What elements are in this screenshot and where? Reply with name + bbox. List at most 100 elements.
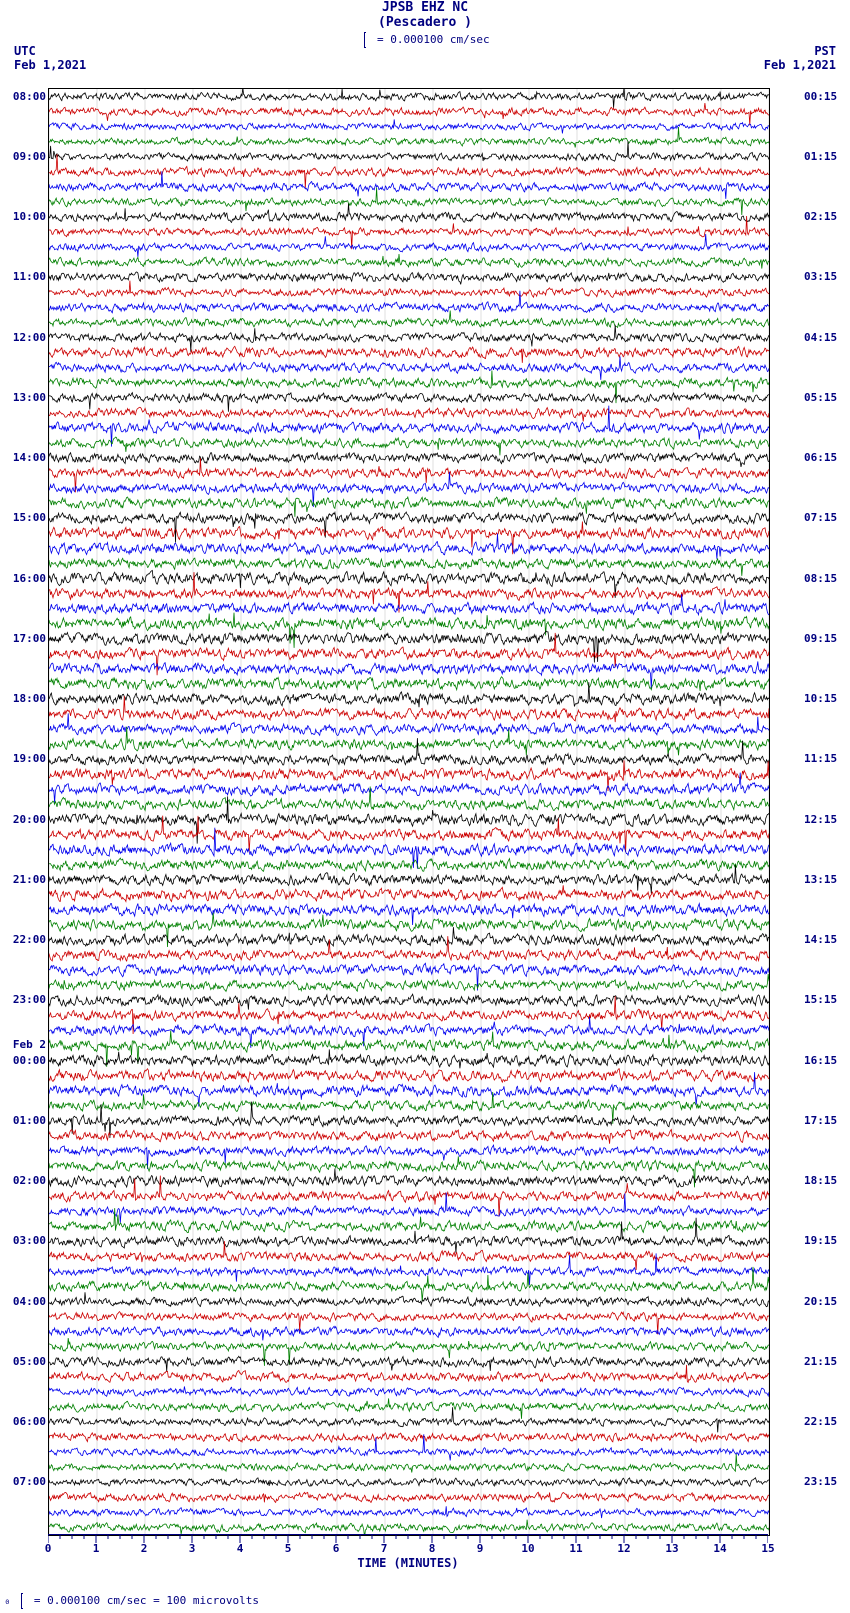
seismic-trace	[49, 356, 769, 380]
x-tick-label: 9	[477, 1542, 484, 1555]
x-tick-label: 15	[761, 1542, 774, 1555]
seismic-trace	[49, 1398, 769, 1419]
seismic-trace	[49, 272, 769, 284]
right-time-label: 08:15	[804, 572, 837, 585]
seismic-trace	[49, 407, 769, 421]
x-tick-label: 13	[665, 1542, 678, 1555]
x-tick-label: 7	[381, 1542, 388, 1555]
seismic-trace	[49, 204, 769, 223]
right-time-label: 12:15	[804, 813, 837, 826]
x-tick-label: 6	[333, 1542, 340, 1555]
left-time-label: 11:00	[13, 270, 46, 283]
right-time-label: 21:15	[804, 1355, 837, 1368]
seismic-trace	[49, 1069, 769, 1083]
x-tick-label: 8	[429, 1542, 436, 1555]
seismic-trace	[49, 254, 769, 269]
seismic-trace	[49, 1292, 769, 1306]
seismic-trace	[49, 119, 769, 133]
seismic-trace	[49, 1365, 769, 1383]
right-time-label: 23:15	[804, 1475, 837, 1488]
plot-area	[48, 88, 770, 1536]
seismic-trace	[49, 1454, 769, 1472]
right-time-label: 01:15	[804, 150, 837, 163]
seismic-trace	[49, 103, 769, 125]
left-time-label: 00:00	[13, 1054, 46, 1067]
right-time-label: 15:15	[804, 993, 837, 1006]
seismic-trace	[49, 682, 769, 707]
x-axis: 0123456789101112131415 TIME (MINUTES)	[48, 1534, 768, 1574]
x-tick-label: 14	[713, 1542, 726, 1555]
tz-left: UTC	[14, 44, 86, 58]
seismic-trace	[49, 1049, 769, 1068]
footer-scale: ₀ = 0.000100 cm/sec = 100 microvolts	[4, 1593, 259, 1609]
x-tick-label: 2	[141, 1542, 148, 1555]
left-time-label: 14:00	[13, 451, 46, 464]
seismic-trace	[49, 1145, 769, 1169]
seismic-trace	[49, 1506, 769, 1518]
footer-scale-bar-icon	[21, 1593, 23, 1609]
location-title: (Pescadero )	[0, 15, 850, 30]
left-time-label: 04:00	[13, 1295, 46, 1308]
scale-note: = 0.000100 cm/sec	[0, 32, 850, 48]
seismic-trace	[49, 1241, 769, 1270]
seismic-trace	[49, 865, 769, 893]
seismic-trace	[49, 631, 769, 662]
left-time-label: Feb 2	[13, 1038, 46, 1051]
seismic-trace	[49, 1520, 769, 1535]
left-time-label: 02:00	[13, 1174, 46, 1187]
right-time-label: 17:15	[804, 1114, 837, 1127]
pst-label-block: PST Feb 1,2021	[764, 44, 836, 72]
seismic-trace	[49, 89, 769, 108]
right-time-label: 07:15	[804, 511, 837, 524]
seismic-trace	[49, 346, 769, 363]
seismic-trace	[49, 1169, 769, 1188]
seismic-trace	[49, 773, 769, 803]
date-left: Feb 1,2021	[14, 58, 86, 72]
right-time-label: 04:15	[804, 331, 837, 344]
seismic-trace	[49, 216, 769, 249]
seismic-trace	[49, 1156, 769, 1187]
seismic-trace	[49, 994, 769, 1009]
seismic-trace	[49, 311, 769, 328]
seismogram-svg	[49, 89, 769, 1535]
station-title: JPSB EHZ NC	[0, 0, 850, 15]
seismic-trace	[49, 936, 769, 961]
date-right: Feb 1,2021	[764, 58, 836, 72]
right-time-label: 09:15	[804, 632, 837, 645]
seismogram-container: JPSB EHZ NC (Pescadero ) UTC Feb 1,2021 …	[0, 0, 850, 1613]
left-time-label: 10:00	[13, 210, 46, 223]
footer-prefix: ₀	[4, 1594, 11, 1607]
seismic-trace	[49, 1326, 769, 1340]
seismic-trace	[49, 534, 769, 559]
x-tick-label: 1	[93, 1542, 100, 1555]
utc-label-block: UTC Feb 1,2021	[14, 44, 86, 72]
scale-bar-icon	[364, 32, 366, 48]
left-time-label: 09:00	[13, 150, 46, 163]
left-time-label: 19:00	[13, 752, 46, 765]
left-time-label: 15:00	[13, 511, 46, 524]
seismic-trace	[49, 497, 769, 517]
left-time-label: 21:00	[13, 873, 46, 886]
x-tick-label: 3	[189, 1542, 196, 1555]
left-time-label: 12:00	[13, 331, 46, 344]
seismic-trace	[49, 974, 769, 992]
seismic-trace	[49, 1312, 769, 1335]
scale-text: = 0.000100 cm/sec	[377, 33, 490, 46]
seismic-trace	[49, 234, 769, 257]
right-time-label: 11:15	[804, 752, 837, 765]
left-time-label: 18:00	[13, 692, 46, 705]
left-time-label: 17:00	[13, 632, 46, 645]
right-time-label: 18:15	[804, 1174, 837, 1187]
seismic-trace	[49, 885, 769, 901]
left-time-label: 22:00	[13, 933, 46, 946]
seismic-trace	[49, 696, 769, 722]
left-time-label: 05:00	[13, 1355, 46, 1368]
x-tick-label: 10	[521, 1542, 534, 1555]
x-tick-label: 5	[285, 1542, 292, 1555]
x-tick-label: 0	[45, 1542, 52, 1555]
seismic-trace	[49, 458, 769, 492]
seismic-trace	[49, 154, 769, 188]
seismic-trace	[49, 713, 769, 735]
seismic-trace	[49, 1130, 769, 1144]
seismic-trace	[49, 858, 769, 871]
